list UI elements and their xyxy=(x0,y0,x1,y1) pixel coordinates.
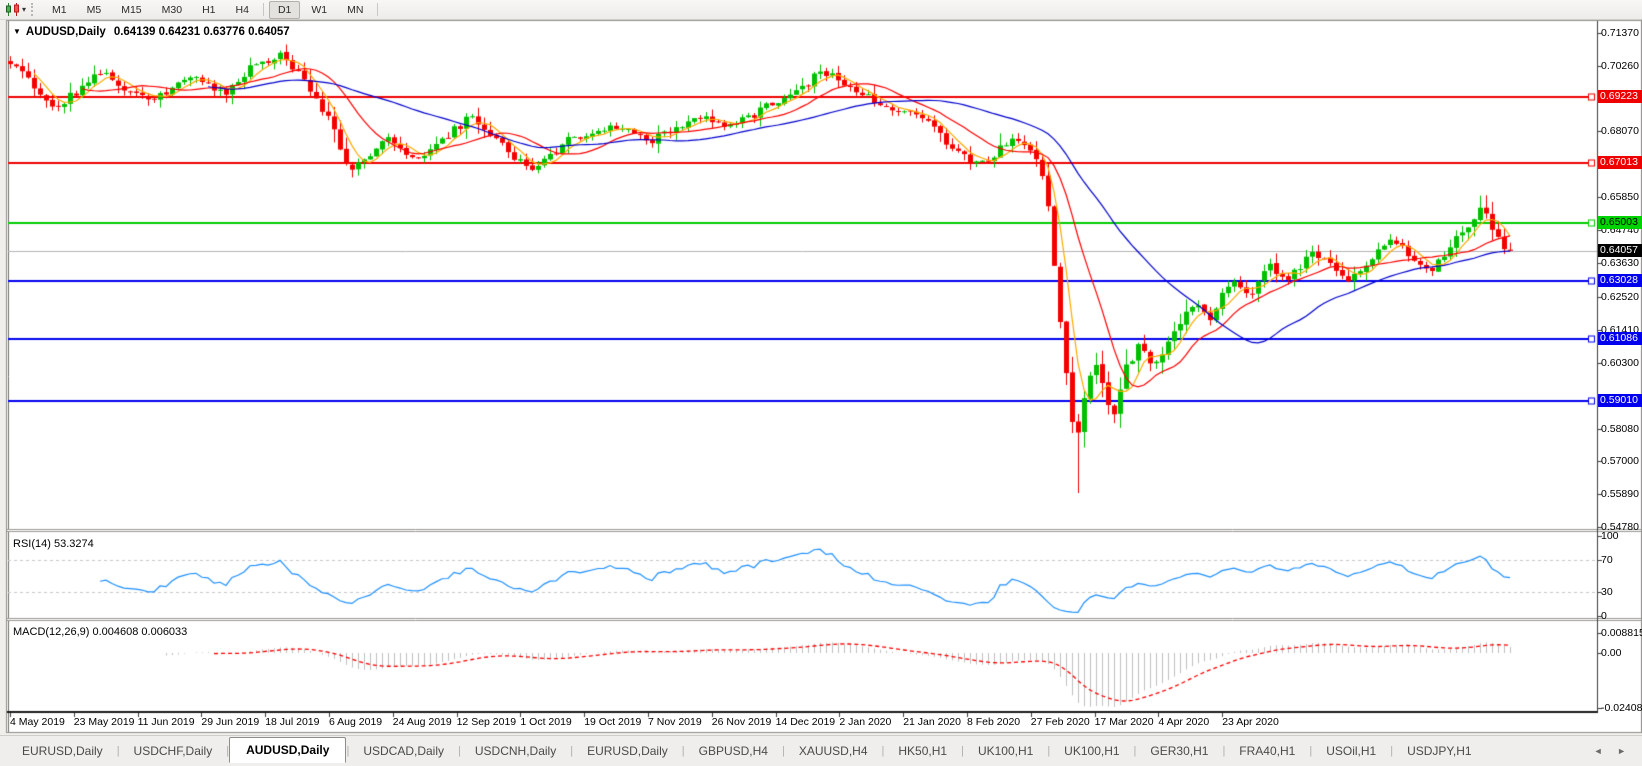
rsi-tick-label: 70 xyxy=(1601,554,1613,566)
tab-separator: | xyxy=(681,745,685,757)
tab-audusd-daily[interactable]: AUDUSD,Daily xyxy=(229,737,347,763)
tab-hk50-h1[interactable]: HK50,H1 xyxy=(898,744,948,758)
rsi-tick-label: 0 xyxy=(1601,610,1607,622)
chart-menu-caret[interactable]: ▼ xyxy=(13,27,21,36)
date-tick-label: 14 Dec 2019 xyxy=(775,716,836,728)
date-tick-label: 26 Nov 2019 xyxy=(711,716,772,728)
date-tick-label: 4 May 2019 xyxy=(10,716,65,728)
date-tick-label: 8 Feb 2020 xyxy=(967,716,1021,728)
tab-fra40-h1[interactable]: FRA40,H1 xyxy=(1239,744,1296,758)
price-tick-label: 0.63630 xyxy=(1601,257,1639,270)
macd-tick-label: 0.00 xyxy=(1601,647,1622,659)
tab-separator: | xyxy=(1133,745,1137,757)
date-tick-label: 4 Apr 2020 xyxy=(1158,716,1210,728)
rsi-tick-label: 100 xyxy=(1601,530,1619,542)
tab-separator: | xyxy=(1309,745,1313,757)
price-badge-0.69223: 0.69223 xyxy=(1598,89,1642,103)
tab-separator: | xyxy=(458,745,461,757)
rsi-label: RSI(14) 53.3274 xyxy=(13,538,94,550)
tab-uk100-h1[interactable]: UK100,H1 xyxy=(1064,744,1120,758)
price-tick-label: 0.60300 xyxy=(1601,356,1639,369)
rsi-tick-label: 30 xyxy=(1601,586,1613,598)
tab-usoil-h1[interactable]: USOil,H1 xyxy=(1326,744,1377,758)
price-tick-label: 0.62520 xyxy=(1601,290,1639,303)
date-tick-label: 29 Jun 2019 xyxy=(201,716,260,728)
chart-ohlc-values: 0.64139 0.64231 0.63776 0.64057 xyxy=(113,26,290,38)
macd-tick-label: -0.024082 xyxy=(1601,701,1642,714)
tab-separator: | xyxy=(781,745,785,757)
price-tick-label: 0.57000 xyxy=(1601,454,1639,467)
date-tick-label: 12 Sep 2019 xyxy=(456,716,517,728)
date-tick-label: 23 Apr 2020 xyxy=(1222,716,1279,728)
date-tick-label: 24 Aug 2019 xyxy=(392,716,452,728)
tab-bar: EURUSD,Daily | USDCHF,Daily | AUDUSD,Daily | U… xyxy=(0,735,1642,766)
date-tick-label: 21 Jan 2020 xyxy=(903,716,961,728)
date-tick-label: 19 Oct 2019 xyxy=(584,716,642,728)
tab-separator: | xyxy=(961,745,964,757)
tab-separator: | xyxy=(1222,745,1226,757)
price-badge-0.64057: 0.64057 xyxy=(1598,243,1642,257)
tab-usdcnh-daily[interactable]: USDCNH,Daily xyxy=(474,744,557,758)
macd-tick-label: 0.008815 xyxy=(1601,627,1642,639)
tab-separator: | xyxy=(116,745,120,757)
date-tick-label: 1 Oct 2019 xyxy=(520,716,572,728)
tab-eurusd-daily[interactable]: EURUSD,Daily xyxy=(587,744,668,758)
price-tick-label: 0.58080 xyxy=(1601,422,1639,435)
tab-ger30-h1[interactable]: GER30,H1 xyxy=(1150,744,1209,758)
tab-separator: | xyxy=(881,745,885,757)
price-tick-label: 0.70260 xyxy=(1601,60,1639,73)
price-badge-0.63028: 0.63028 xyxy=(1598,274,1642,288)
tab-xauusd-h4[interactable]: XAUUSD,H4 xyxy=(798,744,868,758)
tab-usdchf-daily[interactable]: USDCHF,Daily xyxy=(133,744,213,758)
date-tick-label: 7 Nov 2019 xyxy=(648,716,702,728)
tab-separator: | xyxy=(346,745,350,757)
price-badge-0.61086: 0.61086 xyxy=(1598,332,1642,346)
macd-label: MACD(12,26,9) 0.004608 0.006033 xyxy=(13,626,188,638)
date-tick-label: 18 Jul 2019 xyxy=(265,716,320,728)
tab-bar-items: EURUSD,Daily | USDCHF,Daily | AUDUSD,Daily | U… xyxy=(8,737,1486,763)
date-tick-label: 23 May 2019 xyxy=(73,716,135,728)
tab-separator: | xyxy=(570,745,574,757)
chart-symbol-label: AUDUSD,Daily xyxy=(25,26,106,38)
date-tick-label: 2 Jan 2020 xyxy=(839,716,892,728)
tab-usdcad-daily[interactable]: USDCAD,Daily xyxy=(363,744,444,758)
date-tick-label: 27 Feb 2020 xyxy=(1030,716,1090,728)
tab-separator: | xyxy=(1047,745,1051,757)
price-tick-label: 0.54780 xyxy=(1601,521,1639,533)
tab-uk100-h1[interactable]: UK100,H1 xyxy=(977,744,1034,758)
tab-gbpusd-h4[interactable]: GBPUSD,H4 xyxy=(698,744,768,758)
price-tick-label: 0.71370 xyxy=(1601,27,1639,39)
chart-title: ▼ AUDUSD,Daily 0.64139 0.64231 0.63776 0.6… xyxy=(13,26,290,38)
tab-separator: | xyxy=(226,745,230,757)
tab-eurusd-daily[interactable]: EURUSD,Daily xyxy=(22,744,103,758)
price-badge-0.67013: 0.67013 xyxy=(1598,155,1642,169)
tab-usdjpy-h1[interactable]: USDJPY,H1 xyxy=(1407,744,1472,758)
price-tick-label: 0.65850 xyxy=(1601,191,1639,204)
price-badge-0.65003: 0.65003 xyxy=(1598,215,1642,229)
price-tick-label: 0.55890 xyxy=(1601,487,1639,500)
tab-separator: | xyxy=(1390,745,1394,757)
tab-scroll-arrows[interactable]: ◄ ► xyxy=(1593,746,1632,756)
price-badge-0.59010: 0.59010 xyxy=(1598,394,1642,408)
price-tick-label: 0.68070 xyxy=(1601,125,1639,138)
date-tick-label: 11 Jun 2019 xyxy=(137,716,195,728)
date-tick-label: 17 Mar 2020 xyxy=(1094,716,1154,728)
date-tick-label: 6 Aug 2019 xyxy=(329,716,383,728)
